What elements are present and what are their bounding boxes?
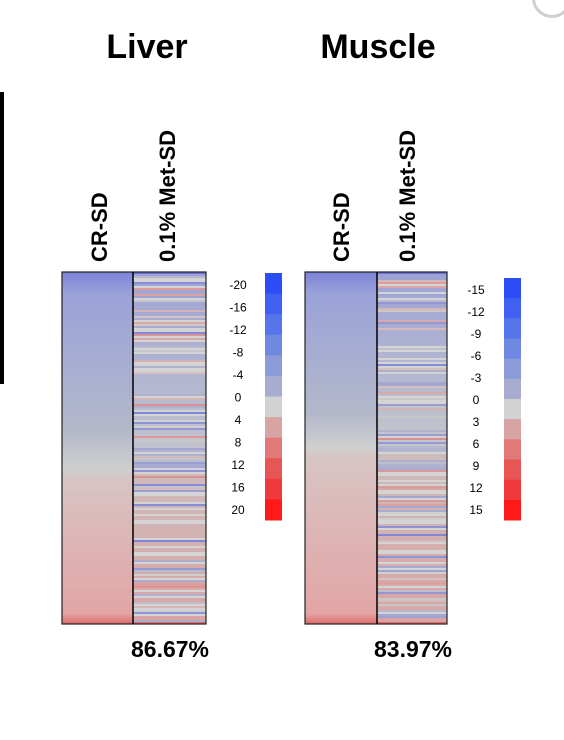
- scale-cell: [504, 459, 521, 481]
- scale-tick-label: -6: [471, 349, 482, 363]
- scale-tick-label: 6: [473, 437, 480, 451]
- scale-cell: [265, 396, 282, 418]
- scale-cell: [265, 314, 282, 336]
- scale-tick-label: 12: [469, 481, 483, 495]
- scale-tick-label: 0: [235, 391, 242, 405]
- scale-cell: [265, 417, 282, 439]
- scale-tick-label: -9: [471, 327, 482, 341]
- column-label: CR-SD: [329, 192, 354, 262]
- scale-cell: [504, 499, 521, 521]
- column-label: CR-SD: [87, 192, 112, 262]
- scale-tick-label: 8: [235, 436, 242, 450]
- scale-cell: [265, 273, 282, 295]
- scale-tick-label: -12: [467, 305, 485, 319]
- heatmap-frame: [304, 271, 448, 625]
- scale-cell: [504, 439, 521, 460]
- scale-tick-label: 16: [231, 481, 245, 495]
- scale-tick-label: 0: [473, 393, 480, 407]
- color-scale-bar: [265, 273, 282, 521]
- scale-tick-label: 15: [469, 503, 483, 517]
- scale-cell: [265, 355, 282, 377]
- scale-cell: [265, 375, 282, 397]
- scale-tick-label: -12: [229, 323, 247, 337]
- panel-title: Muscle: [320, 28, 435, 66]
- heatmap-frame: [61, 271, 207, 625]
- scale-cell: [265, 499, 282, 521]
- scale-cell: [504, 399, 521, 420]
- heatmap-panel-liver: Liver CR-SD 0.1% Met-SD -20 -16 -12 -8 -4 0 4 8 12 1…: [61, 28, 282, 662]
- scale-cell: [504, 318, 521, 339]
- scale-cell: [504, 419, 521, 440]
- color-scale-bar: [504, 278, 521, 521]
- scale-tick-label: 4: [235, 413, 242, 427]
- heatmap-column-met-sd: [377, 272, 447, 624]
- scale-tick-label: -3: [471, 371, 482, 385]
- scale-cell: [265, 437, 282, 459]
- heatmap-panel-muscle: Muscle CR-SD 0.1% Met-SD -15 -12 -9 -6 -3 0 3 6 9 12…: [304, 28, 521, 662]
- scale-tick-label: -20: [229, 278, 247, 292]
- scale-cell: [504, 278, 521, 299]
- percentage-label: 83.97%: [374, 636, 452, 662]
- heatmap-column-met-sd: [133, 272, 206, 624]
- percentage-label: 86.67%: [131, 636, 209, 662]
- scale-cell: [504, 298, 521, 319]
- scale-cell: [504, 378, 521, 400]
- scale-cell: [265, 334, 282, 356]
- scale-cell: [504, 338, 521, 360]
- heatmap-column-cr-sd: [62, 272, 133, 624]
- heatmap-column-cr-sd: [305, 272, 377, 624]
- column-label: 0.1% Met-SD: [155, 130, 180, 262]
- scale-cell: [504, 358, 521, 380]
- scale-cell: [265, 293, 282, 315]
- scale-tick-label: -8: [233, 346, 244, 360]
- scale-tick-label: 12: [231, 458, 245, 472]
- scale-tick-label: 3: [473, 415, 480, 429]
- scale-tick-label: 9: [473, 459, 480, 473]
- left-edge-bar: [0, 92, 4, 384]
- scale-tick-label: -16: [229, 301, 247, 315]
- scale-cell: [265, 458, 282, 480]
- scale-tick-label: -4: [233, 368, 244, 382]
- scale-tick-label: 20: [231, 503, 245, 517]
- panel-title: Liver: [106, 28, 187, 66]
- scale-cell: [265, 478, 282, 500]
- column-label: 0.1% Met-SD: [395, 130, 420, 262]
- scale-cell: [504, 479, 521, 501]
- scale-tick-label: -15: [467, 283, 485, 297]
